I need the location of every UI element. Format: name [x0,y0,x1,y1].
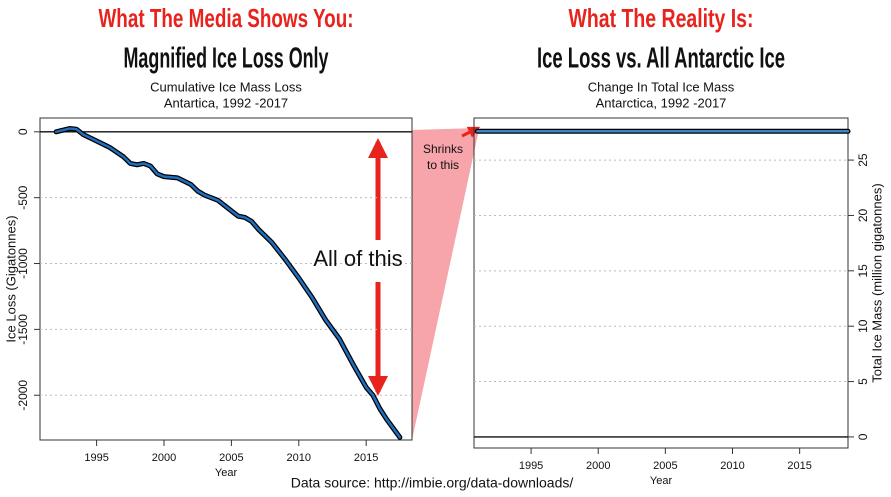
y-tick-label: -2000 [16,380,30,411]
y-tick-label: -1000 [16,248,30,279]
x-tick-label: 2010 [287,452,311,464]
plot-frame [39,117,413,441]
y-tick-label: 25 [856,153,870,167]
x-tick-label: 1995 [84,452,108,464]
x-axis-label: Year [215,467,238,479]
x-tick-label: 2005 [653,460,677,472]
series-line-outline [53,126,403,440]
x-tick-label: 1995 [519,460,543,472]
chart-title: What The Reality Is: [569,3,754,33]
y-tick-label: 10 [856,319,870,333]
x-tick-label: 2005 [219,452,243,464]
y-tick-label: 5 [856,378,870,385]
y-axis-label: Ice Loss (Gigatonnes) [3,215,18,342]
source-note: Data source: http://imbie.org/data-downl… [291,475,574,491]
chart-subtitle: Ice Loss vs. All Antarctic Ice [537,43,785,75]
y-tick-label: -1500 [16,314,30,345]
series-line [54,127,402,439]
annotation: Shrinks [423,142,463,156]
x-tick-label: 2015 [787,460,811,472]
y-tick-label: -500 [16,185,30,209]
y-tick-label: 0 [856,433,870,440]
y-tick-label: 0 [16,128,30,135]
projection-wedge [412,128,478,440]
y-tick-label: 15 [856,264,870,278]
chart-title: What The Media Shows You: [99,3,354,33]
x-tick-label: 2000 [586,460,610,472]
x-tick-label: 2000 [152,452,176,464]
chart-subtitle: Magnified Ice Loss Only [124,43,329,75]
annotation: All of this [313,246,402,271]
y-axis-label: Total Ice Mass (million gigatonnes) [869,183,884,382]
x-tick-label: 2015 [354,452,378,464]
chart-caption: Antarctica, 1992 -2017 [596,95,727,110]
y-tick-label: 20 [856,208,870,222]
plot-frame [473,117,849,449]
x-axis-label: Year [650,475,673,487]
x-tick-label: 2010 [720,460,744,472]
annotation: to this [427,158,459,172]
arrow-small [461,126,481,138]
chart-caption: Antartica, 1992 -2017 [164,95,288,110]
chart-caption: Change In Total Ice Mass [588,79,735,94]
chart-caption: Cumulative Ice Mass Loss [150,79,302,94]
